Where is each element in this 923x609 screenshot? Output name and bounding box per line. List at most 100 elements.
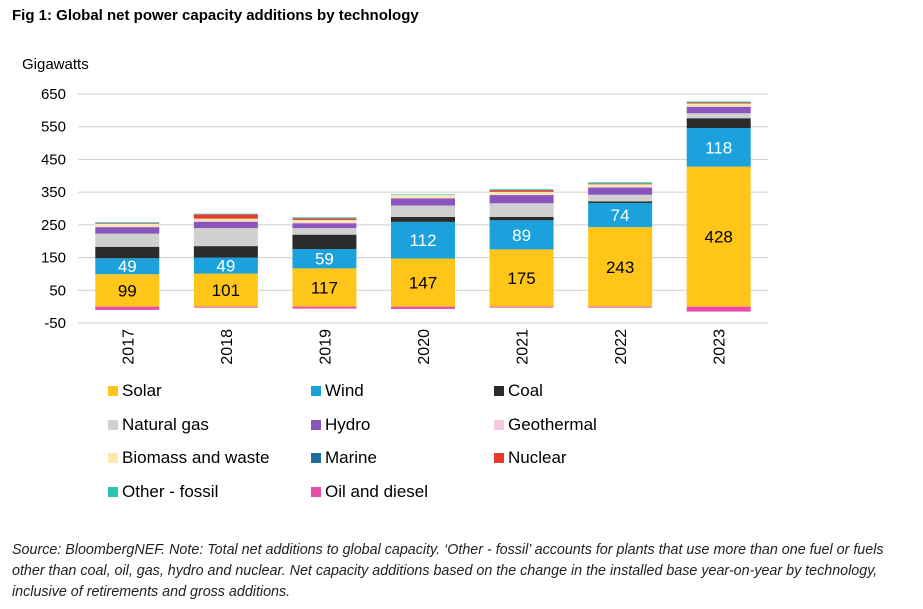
bar-biomass-and-waste-2021	[489, 191, 554, 195]
bar-nuclear-2021	[489, 190, 554, 192]
data-label: 49	[216, 257, 235, 276]
bar-hydro-2017	[95, 227, 160, 234]
bar-biomass-and-waste-2018	[193, 218, 258, 222]
data-label: 99	[118, 281, 137, 300]
y-axis-label: Gigawatts	[22, 56, 89, 73]
data-label: 101	[212, 281, 240, 300]
bar-wind-2021	[489, 220, 554, 250]
legend-label: Geothermal	[508, 414, 597, 434]
bar-biomass-and-waste-2017	[95, 223, 160, 227]
bar-oil-and-diesel-2018	[193, 306, 258, 308]
bar-coal-2019	[292, 234, 357, 250]
bar-natural-gas-2023	[686, 113, 751, 119]
bar-other-fossil-2018	[193, 213, 258, 215]
legend-item: Natural gas	[108, 415, 209, 435]
y-tick-label: -50	[44, 315, 66, 332]
data-label: 428	[705, 228, 733, 247]
x-tick-label: 2017	[120, 329, 137, 365]
bar-biomass-and-waste-2020	[391, 195, 455, 198]
data-labels: 99 49 101 49 117 59 147 112 175 89 243 74 428 118	[118, 138, 733, 300]
bar-oil-and-diesel-2019	[292, 306, 357, 309]
data-label: 243	[606, 258, 634, 277]
bar-hydro-2022	[588, 187, 653, 195]
legend-label: Nuclear	[508, 448, 567, 467]
bar-hydro-2020	[391, 198, 455, 206]
legend-label: Biomass and waste	[122, 448, 270, 467]
bar-wind-2023	[686, 128, 751, 167]
legend-swatch	[311, 419, 321, 430]
bar-coal-2018	[193, 246, 258, 258]
bar-natural-gas-2021	[489, 203, 554, 218]
bar-other-fossil-2020	[391, 194, 455, 196]
legend-item: Hydro	[311, 415, 370, 435]
bar-solar-2023	[686, 166, 751, 307]
legend-swatch	[108, 386, 118, 396]
legend-swatch	[494, 419, 504, 430]
x-tick-label: 2023	[712, 329, 729, 365]
legend-swatch	[108, 486, 118, 497]
legend-label: Wind	[325, 381, 364, 400]
bar-solar-2020	[391, 258, 455, 307]
bar-geothermal-2018	[193, 221, 258, 222]
legend-label: Solar	[122, 381, 162, 400]
bar-other-fossil-2023	[686, 101, 751, 103]
bar-geothermal-2019	[292, 222, 357, 224]
bar-biomass-and-waste-2023	[686, 103, 751, 107]
bar-geothermal-2020	[391, 197, 455, 199]
bar-other-fossil-2022	[588, 182, 653, 184]
bar-wind-2017	[95, 258, 160, 275]
legend-item: Wind	[311, 381, 364, 401]
bar-biomass-and-waste-2019	[292, 219, 357, 223]
bar-nuclear-2019	[292, 218, 357, 220]
bar-oil-and-diesel-2017	[95, 306, 160, 310]
bar-geothermal-2021	[489, 194, 554, 196]
x-tick-label: 2022	[613, 329, 630, 365]
data-label: 74	[611, 206, 630, 225]
bar-coal-2017	[95, 246, 160, 259]
x-tick-label: 2018	[219, 329, 236, 365]
x-tick-label: 2021	[515, 329, 532, 365]
bar-nuclear-2022	[588, 183, 653, 185]
chart-title: Fig 1: Global net power capacity additio…	[12, 7, 419, 24]
bar-wind-2019	[292, 249, 357, 269]
legend-item: Marine	[311, 448, 377, 468]
bar-solar-2022	[588, 227, 653, 307]
bar-geothermal-2017	[95, 226, 160, 228]
y-tick-label: 150	[41, 250, 66, 267]
bar-other-fossil-2019	[292, 217, 357, 219]
data-label: 49	[118, 257, 137, 276]
bar-wind-2022	[588, 202, 653, 228]
bar-wind-2018	[193, 257, 258, 274]
legend-swatch	[311, 486, 321, 497]
bar-coal-2023	[686, 118, 751, 129]
y-axis-ticks: -50 50 150 250 350 450 550 650	[41, 86, 66, 332]
legend-label: Hydro	[325, 414, 371, 434]
legend-swatch	[311, 453, 321, 463]
bar-other-fossil-2017	[95, 222, 160, 224]
legend-swatch	[108, 419, 118, 430]
y-tick-label: 50	[49, 282, 66, 299]
bar-nuclear-2023	[686, 102, 751, 104]
bar-nuclear-2017	[95, 223, 160, 224]
data-label: 118	[705, 138, 732, 157]
bar-hydro-2019	[292, 223, 357, 229]
bar-hydro-2023	[686, 106, 751, 114]
bar-natural-gas-2019	[292, 228, 357, 235]
data-label: 59	[315, 250, 334, 269]
bar-geothermal-2022	[588, 186, 653, 188]
legend-swatch	[108, 453, 118, 463]
legend-item: Oil and diesel	[311, 482, 428, 502]
bar-solar-2021	[489, 249, 554, 307]
y-tick-label: 450	[41, 151, 66, 168]
legend-label: Marine	[325, 448, 377, 467]
legend-item: Geothermal	[494, 415, 597, 435]
bar-oil-and-diesel-2023	[686, 306, 751, 312]
bar-oil-and-diesel-2020	[391, 306, 455, 309]
bar-other-fossil-2021	[489, 189, 554, 191]
data-label: 89	[512, 226, 531, 245]
bar-coal-2022	[588, 201, 653, 203]
bar-oil-and-diesel-2022	[588, 306, 653, 308]
bar-biomass-and-waste-2022	[588, 184, 653, 187]
legend-swatch	[494, 453, 504, 463]
bar-coal-2021	[489, 217, 554, 221]
